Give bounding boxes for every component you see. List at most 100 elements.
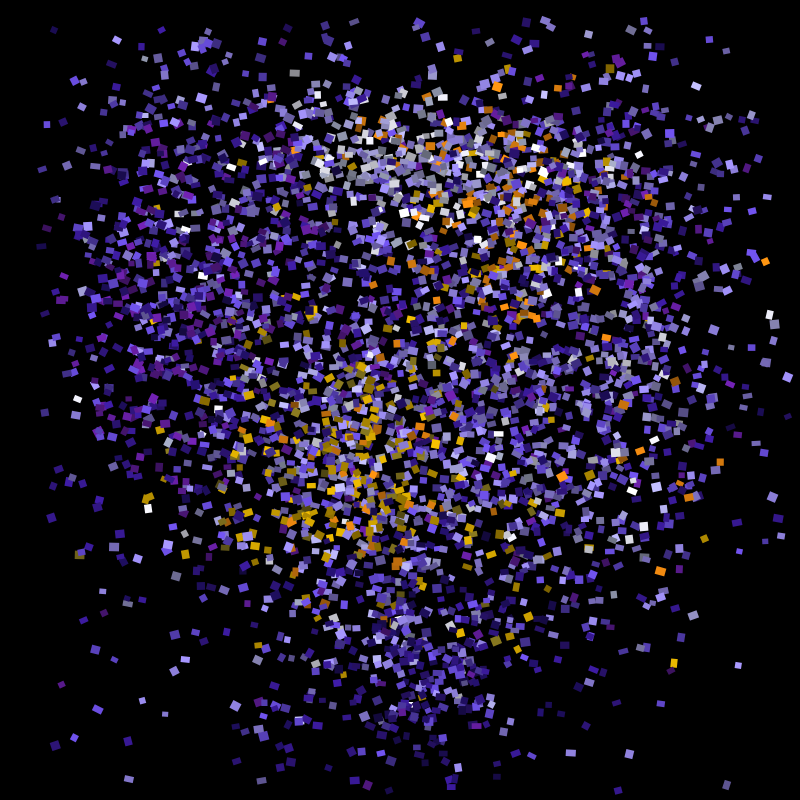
particle (512, 582, 521, 592)
particle (649, 600, 657, 607)
particle (701, 348, 710, 356)
particle (464, 592, 474, 603)
particle (485, 413, 494, 419)
particle (535, 318, 548, 329)
particle (565, 411, 574, 421)
particle (527, 295, 538, 306)
particle (303, 382, 310, 390)
particle (609, 471, 619, 480)
particle (508, 469, 517, 478)
particle (421, 759, 429, 767)
particle (410, 208, 418, 217)
particle (610, 447, 621, 458)
particle (389, 180, 400, 188)
particle (472, 198, 482, 207)
particle (418, 505, 427, 513)
particle (184, 349, 193, 356)
particle (260, 388, 268, 395)
particle (368, 458, 376, 468)
particle (194, 487, 203, 496)
particle (376, 680, 387, 687)
particle (236, 395, 246, 402)
particle (559, 576, 567, 585)
particle (258, 72, 267, 82)
particle (554, 508, 566, 518)
particle (583, 677, 595, 688)
particle (220, 335, 232, 345)
particle (540, 90, 548, 99)
particle (243, 269, 254, 278)
particles-group (36, 15, 794, 795)
particle (463, 535, 473, 545)
particle (69, 733, 79, 743)
particle (283, 292, 293, 302)
particle (229, 375, 237, 381)
particle (567, 449, 577, 459)
particle (509, 426, 520, 437)
particle (584, 545, 594, 554)
particle (503, 192, 512, 202)
particle (497, 463, 506, 472)
particle (298, 463, 309, 475)
particle (334, 628, 348, 641)
particle (206, 453, 216, 462)
particle (561, 248, 569, 255)
particle (333, 226, 342, 234)
particle (656, 700, 666, 708)
particle (427, 344, 437, 354)
particle (644, 193, 653, 201)
particle (291, 235, 299, 243)
particle (421, 627, 432, 638)
particle (435, 692, 446, 702)
particle (493, 431, 504, 437)
particle (419, 285, 431, 295)
particle (766, 491, 779, 503)
particle (346, 161, 358, 172)
particle (602, 414, 613, 422)
particle (366, 589, 376, 597)
particle (158, 399, 167, 407)
particle (467, 431, 475, 438)
particle (227, 225, 239, 237)
particle (519, 637, 531, 648)
particle (223, 464, 232, 470)
particle (221, 421, 230, 430)
particle (463, 232, 474, 241)
particle (472, 628, 484, 641)
particle (205, 552, 213, 561)
particle (757, 407, 765, 417)
particle (442, 662, 449, 669)
particle (460, 495, 468, 503)
particle (197, 431, 205, 439)
particle (458, 94, 470, 106)
particle (346, 434, 354, 441)
particle (171, 339, 179, 347)
particle (345, 488, 355, 495)
particle (533, 527, 541, 536)
particle (523, 611, 534, 623)
particle (254, 401, 267, 412)
particle (307, 239, 319, 250)
particle (293, 449, 305, 460)
particle (559, 89, 570, 98)
particle (599, 373, 610, 381)
particle (464, 295, 476, 305)
particle (359, 194, 367, 201)
particle (419, 394, 429, 405)
particle (75, 335, 84, 343)
particle (581, 506, 590, 517)
particle (545, 377, 556, 388)
particle (234, 316, 245, 326)
particle (257, 37, 268, 47)
particle (527, 161, 537, 168)
particle (324, 115, 333, 124)
particle (685, 114, 693, 122)
particle (694, 256, 704, 266)
particle (250, 412, 260, 422)
particle (651, 472, 660, 480)
particle (643, 42, 652, 49)
particle (321, 282, 332, 294)
particle (303, 97, 313, 104)
particle (94, 495, 105, 505)
